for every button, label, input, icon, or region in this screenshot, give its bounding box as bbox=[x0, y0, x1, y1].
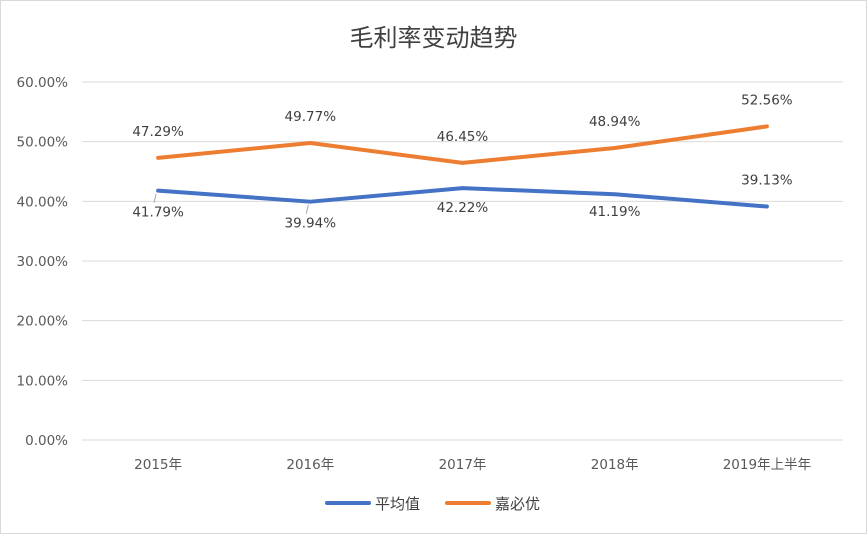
data-label: 39.13% bbox=[741, 173, 793, 189]
y-tick-label: 50.00% bbox=[17, 135, 69, 151]
leader-line bbox=[305, 204, 309, 214]
data-label: 49.77% bbox=[285, 109, 337, 125]
x-tick-label: 2015年 bbox=[134, 457, 182, 473]
data-label: 48.94% bbox=[589, 114, 641, 130]
data-label: 46.45% bbox=[437, 129, 489, 145]
x-tick-label: 2017年 bbox=[439, 457, 487, 473]
x-tick-label: 2019年上半年 bbox=[723, 457, 811, 473]
data-label: 52.56% bbox=[741, 92, 793, 108]
data-label: 39.94% bbox=[285, 216, 337, 232]
series-line-2 bbox=[156, 124, 769, 165]
y-tick-label: 0.00% bbox=[25, 433, 68, 449]
leader-line bbox=[153, 193, 157, 203]
legend-label: 平均值 bbox=[375, 495, 420, 513]
y-tick-label: 40.00% bbox=[17, 194, 69, 210]
y-tick-label: 60.00% bbox=[17, 75, 69, 91]
y-tick-label: 10.00% bbox=[17, 373, 69, 389]
legend-label: 嘉必优 bbox=[495, 495, 540, 513]
x-tick-label: 2018年 bbox=[591, 457, 639, 473]
x-tick-label: 2016年 bbox=[286, 457, 334, 473]
y-tick-label: 20.00% bbox=[17, 314, 69, 330]
data-label: 41.19% bbox=[589, 204, 641, 220]
y-tick-label: 30.00% bbox=[17, 254, 69, 270]
chart-title: 毛利率变动趋势 bbox=[349, 24, 518, 52]
series-line-1 bbox=[156, 186, 769, 209]
data-label: 41.79% bbox=[132, 205, 184, 221]
data-label: 47.29% bbox=[132, 124, 184, 140]
data-label: 42.22% bbox=[437, 200, 489, 216]
